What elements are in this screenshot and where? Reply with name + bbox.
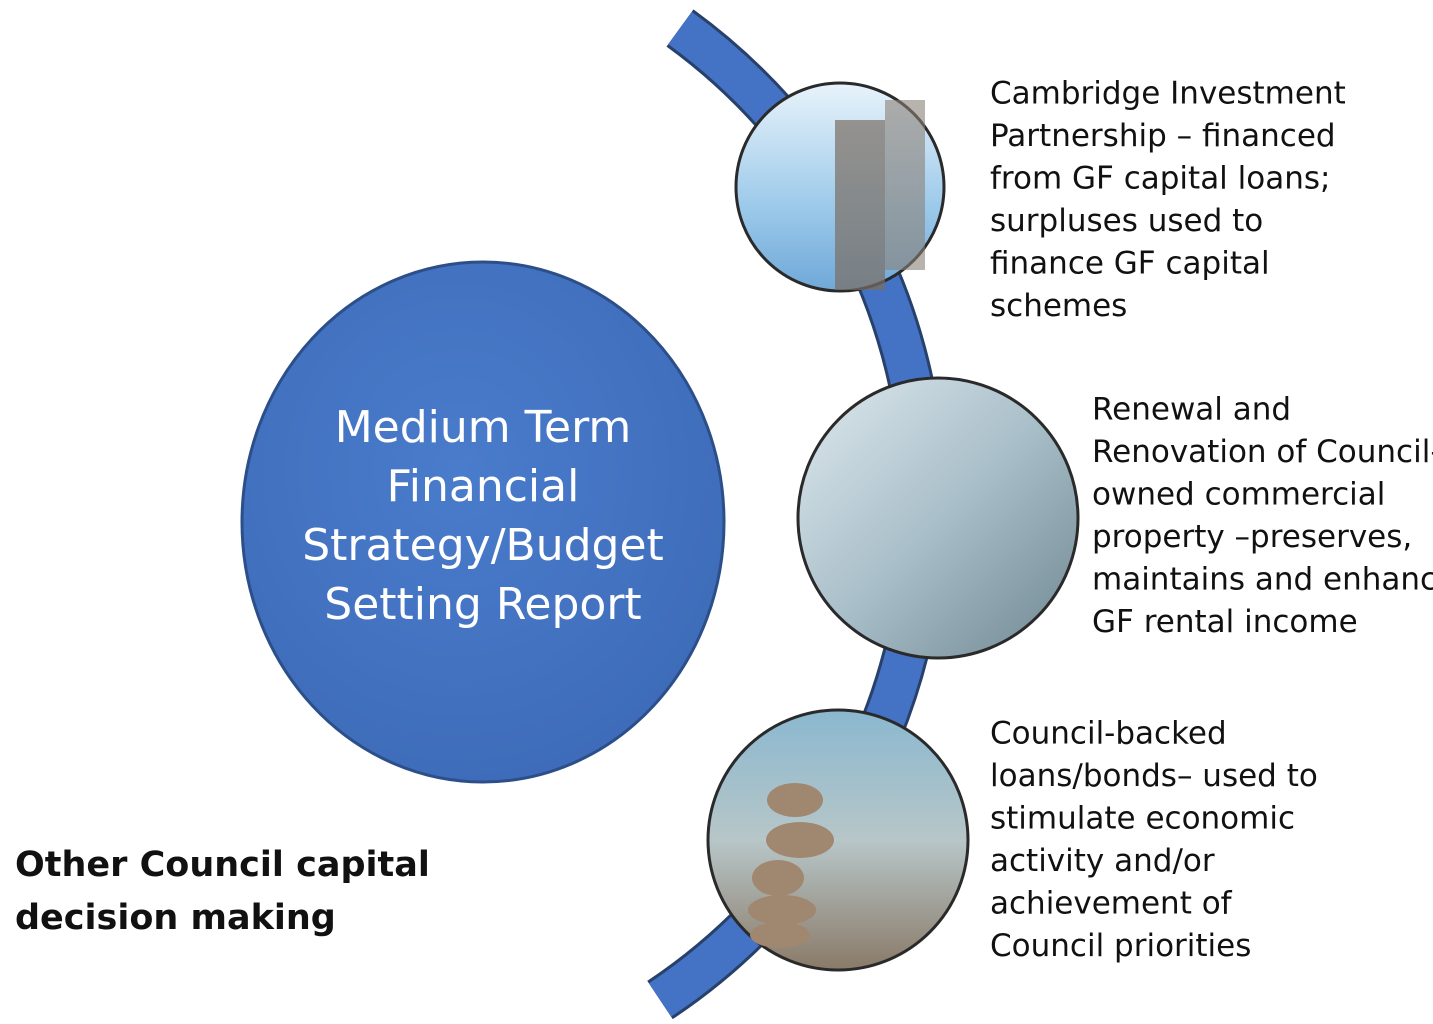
diagram: Medium Term Financial Strategy/Budget Setti… [0,0,1433,1024]
footer-label: Other Council capital [15,845,430,885]
building-shape [835,100,925,290]
item-label: activity and/or [990,843,1215,879]
center-label: Strategy/Budget [302,520,664,571]
item-label: GF rental income [1092,604,1358,640]
item-label: stimulate economic [990,801,1295,837]
item-label: owned commercial [1092,477,1385,513]
item-label: from GF capital loans; [990,161,1330,197]
item-label: Council priorities [990,928,1251,964]
item-label: Renewal and [1092,392,1291,428]
footer-label: decision making [15,898,336,938]
item-label: schemes [990,288,1127,324]
item-label: loans/bonds– used to [990,758,1318,794]
item-label: finance GF capital [990,246,1270,282]
item-label: maintains and enhance [1092,562,1433,598]
item-label: Cambridge Investment [990,76,1346,112]
item-label: Partnership – financed [990,118,1336,154]
item-label: property –preserves, [1092,519,1412,555]
glass-image [798,378,1078,658]
stones-image [708,710,968,970]
item-label: Council-backed [990,716,1227,752]
item-label: surpluses used to [990,203,1263,239]
item-label: Renovation of Council- [1092,434,1433,470]
center-label: Financial [387,461,580,512]
center-label: Setting Report [324,579,641,630]
item-label: achievement of [990,886,1233,922]
center-label: Medium Term [335,402,632,453]
